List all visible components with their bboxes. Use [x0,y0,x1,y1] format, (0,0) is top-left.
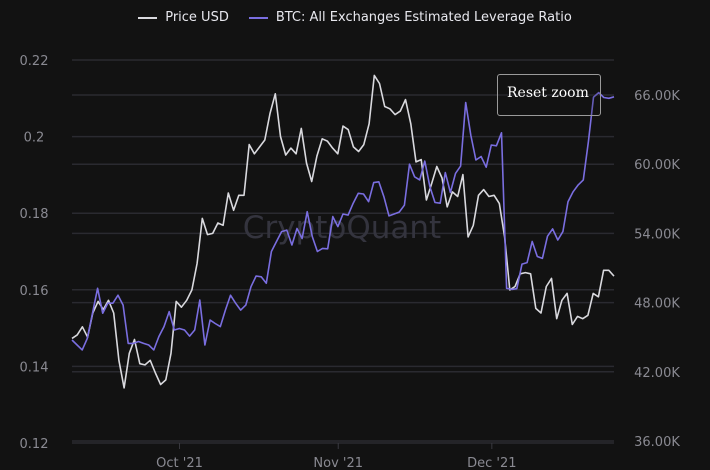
left-axis-tick-label: 0.16 [20,284,49,299]
legend-item-price[interactable]: Price USD [138,10,229,25]
left-axis-tick-label: 0.18 [20,207,49,222]
legend-swatch-leverage [248,16,268,19]
left-axis-tick-label: 0.12 [20,437,49,452]
axes: 0.12 0.14 0.16 0.18 0.2 0.22 36.00K 42.00K 48.00… [20,54,681,470]
x-axis-tick-label: Nov '21 [313,456,363,470]
legend-swatch-price [138,16,158,19]
price-usd-line [71,74,615,389]
legend-label: BTC: All Exchanges Estimated Leverage Ra… [275,10,572,25]
left-axis-tick-label: 0.22 [20,54,49,69]
right-axis-tick-label: 42.00K [634,366,680,381]
reset-zoom-button[interactable]: Reset zoom [497,74,601,116]
right-axis-tick-label: 48.00K [634,297,680,312]
legend-label: Price USD [165,10,229,25]
left-axis-tick-label: 0.2 [24,131,45,146]
right-axis-tick-label: 60.00K [634,158,680,173]
x-axis-tick-label: Dec '21 [467,456,516,470]
right-axis-tick-label: 66.00K [634,89,680,104]
left-axis-tick-label: 0.14 [20,360,49,375]
x-axis-tick-label: Oct '21 [156,456,203,470]
right-axis-tick-label: 36.00K [634,435,680,450]
grid-lines [72,59,614,444]
series-lines [71,74,615,389]
legend: Price USD BTC: All Exchanges Estimated L… [0,10,710,25]
leverage-ratio-line [71,91,615,351]
legend-item-leverage[interactable]: BTC: All Exchanges Estimated Leverage Ra… [248,10,572,25]
right-axis-tick-label: 54.00K [634,227,680,242]
